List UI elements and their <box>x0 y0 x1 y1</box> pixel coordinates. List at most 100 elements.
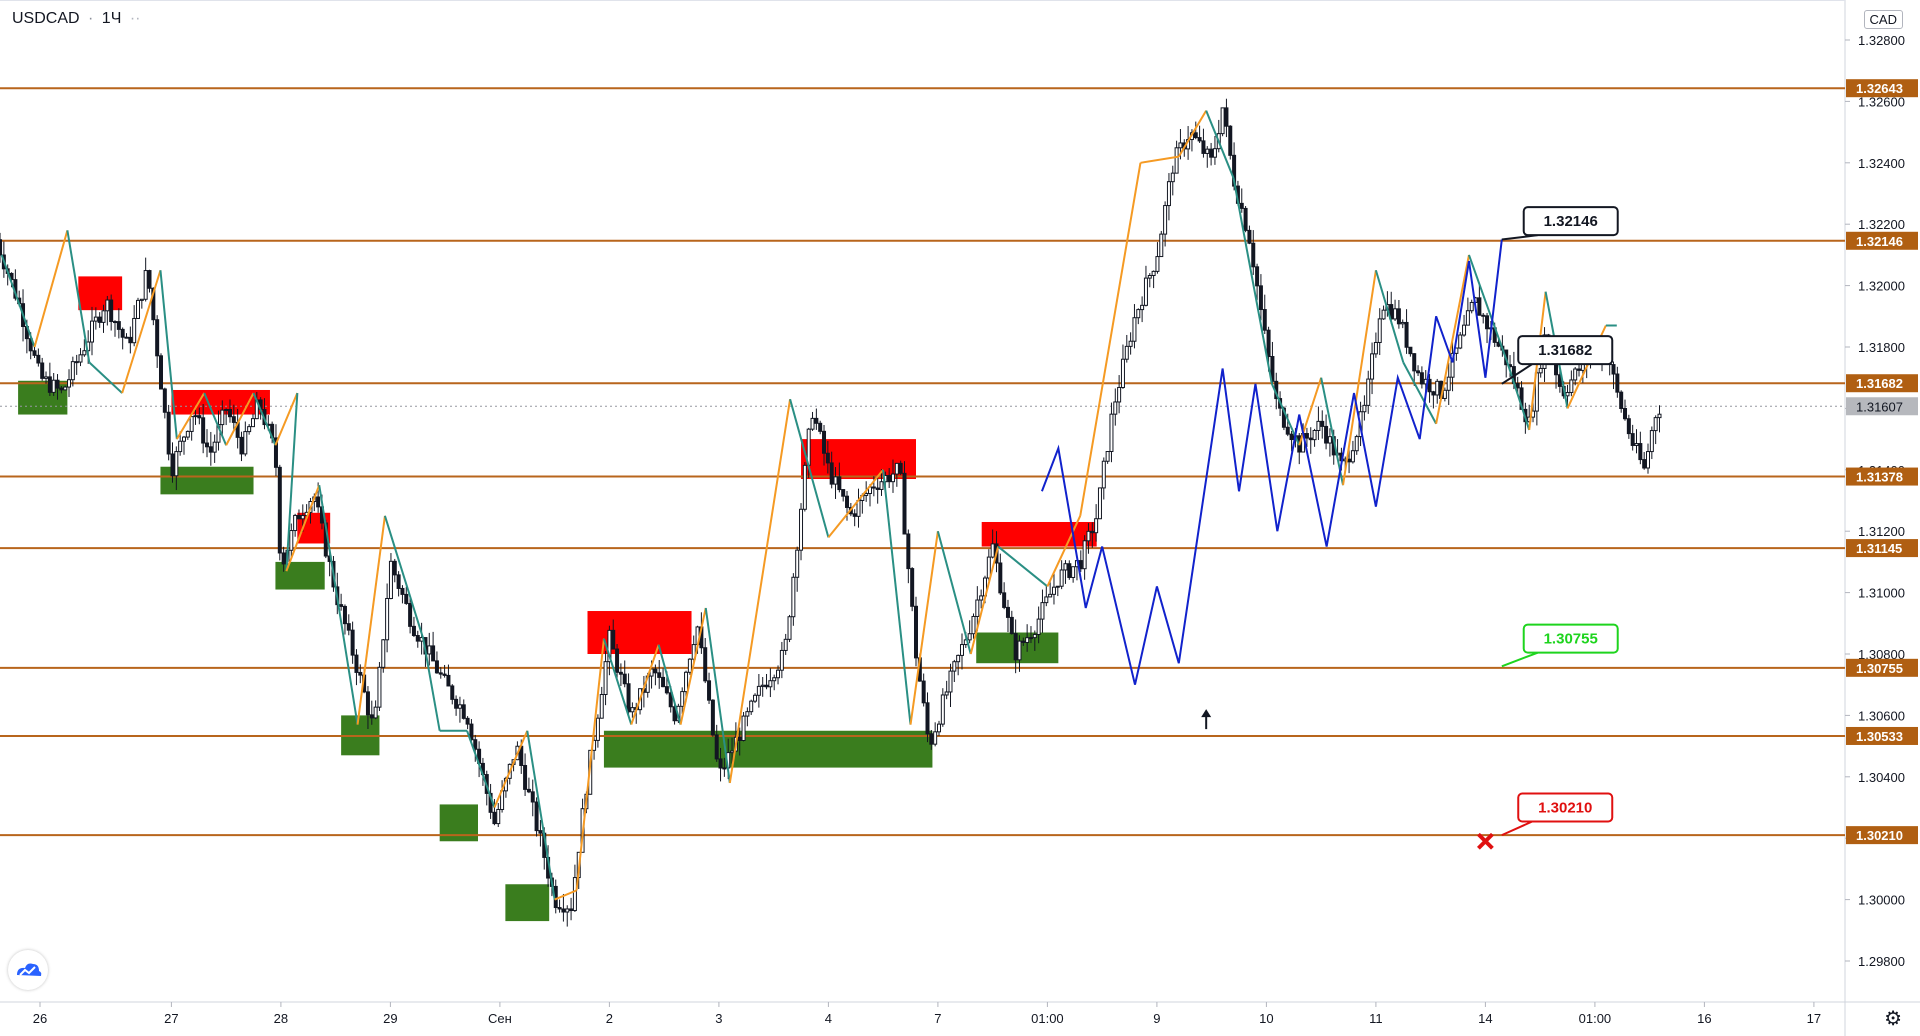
candle-body <box>1462 324 1467 336</box>
candle-body <box>44 376 49 379</box>
symbol-header[interactable]: USDCAD · 1Ч ·· <box>12 10 140 28</box>
interval-label[interactable]: 1Ч <box>101 10 122 27</box>
candle-body <box>607 629 612 663</box>
candle-body <box>247 426 252 433</box>
forecast-line <box>1040 239 1503 685</box>
y-tick-label: 1.30400 <box>1858 770 1905 785</box>
candle-body <box>1649 430 1654 453</box>
candle-body <box>1481 314 1486 317</box>
zigzag-segment <box>225 392 255 446</box>
candle-body <box>381 639 386 668</box>
candle-body <box>227 409 232 418</box>
level-label-bg <box>1846 231 1918 250</box>
candle-body <box>1097 487 1102 520</box>
candle-body <box>956 654 961 663</box>
candle-body <box>400 587 405 595</box>
candle-body <box>948 670 953 693</box>
candle-body <box>496 808 501 825</box>
candle-body <box>82 350 87 356</box>
candle-body <box>1063 563 1068 571</box>
candle-body <box>113 321 118 324</box>
candle-body <box>1013 633 1018 661</box>
candle-body <box>377 666 382 708</box>
zigzag-segment <box>1506 362 1531 431</box>
candle-body <box>1362 404 1367 413</box>
candle-body <box>1350 450 1355 463</box>
candle-body <box>1082 540 1087 570</box>
candle-body <box>1251 242 1256 268</box>
candle-body <box>1166 181 1171 207</box>
candle-body <box>1044 596 1049 604</box>
x-tick-label: 29 <box>383 1011 397 1026</box>
candle-body <box>829 462 834 485</box>
candle-body <box>1170 172 1175 183</box>
candle-body <box>841 489 846 497</box>
zigzag-segment <box>827 469 884 538</box>
candle-body <box>741 715 746 741</box>
candle-body <box>1228 125 1233 156</box>
candle-body <box>722 767 727 770</box>
candle-body <box>622 673 627 685</box>
candle-body <box>1140 304 1145 311</box>
candle-body <box>538 830 543 834</box>
tradingview-logo-icon[interactable] <box>8 950 48 990</box>
x-tick-label: 3 <box>715 1011 722 1026</box>
candle-body <box>1151 270 1156 276</box>
candle-body <box>1101 460 1106 489</box>
supply-zone <box>981 521 1097 547</box>
candle-body <box>47 376 52 393</box>
candle-body <box>273 437 278 468</box>
x-tick-label: 28 <box>274 1011 288 1026</box>
candle-body <box>392 560 397 576</box>
candle-body <box>940 694 945 725</box>
candle-body <box>461 704 466 719</box>
candle-body <box>109 299 114 323</box>
price-callout: 1.30755 <box>1501 623 1619 668</box>
candle-body <box>687 658 692 673</box>
zigzag-segment <box>728 399 792 784</box>
candle-body <box>59 387 64 391</box>
candle-body <box>162 388 167 413</box>
candle-body <box>791 576 796 618</box>
candle-body <box>661 676 666 688</box>
zigzag-segment <box>274 392 299 446</box>
candle-body <box>1477 297 1482 316</box>
candle-body <box>1086 530 1091 542</box>
candle-body <box>990 543 995 558</box>
candle-body <box>1040 602 1045 620</box>
candle-body <box>565 908 570 913</box>
candle-body <box>653 668 658 674</box>
symbol-name[interactable]: USDCAD <box>12 10 80 27</box>
candle-body <box>55 379 60 389</box>
candle-body <box>1630 433 1635 446</box>
candle-body <box>894 462 899 475</box>
level-label: 1.30755 <box>1856 661 1903 676</box>
candle-body <box>875 487 880 490</box>
candle-body <box>902 472 907 535</box>
candle-body <box>772 677 777 682</box>
candle-body <box>891 473 896 483</box>
candle-body <box>1262 309 1267 331</box>
candle-body <box>1205 148 1210 154</box>
candle-body <box>921 680 926 704</box>
candle-body <box>369 714 374 719</box>
currency-badge[interactable]: CAD <box>1863 10 1903 29</box>
candle-body <box>1626 418 1631 435</box>
level-label: 1.31145 <box>1856 541 1902 556</box>
gear-icon[interactable]: ⚙ <box>1884 1008 1902 1030</box>
zigzag-segment <box>33 230 69 348</box>
candle-body <box>74 361 79 364</box>
candle-body <box>760 684 765 687</box>
candle-body <box>936 723 941 733</box>
level-label: 1.31378 <box>1856 470 1903 485</box>
candle-body <box>239 436 244 455</box>
candle-body <box>795 549 800 578</box>
y-tick-label: 1.32400 <box>1858 156 1905 171</box>
y-tick-label: 1.31800 <box>1858 340 1905 355</box>
x-tick-label: 26 <box>33 1011 47 1026</box>
candle-body <box>1573 368 1578 381</box>
candle-body <box>1178 142 1183 149</box>
candle-body <box>1174 147 1179 174</box>
level-label: 1.32146 <box>1856 234 1903 249</box>
